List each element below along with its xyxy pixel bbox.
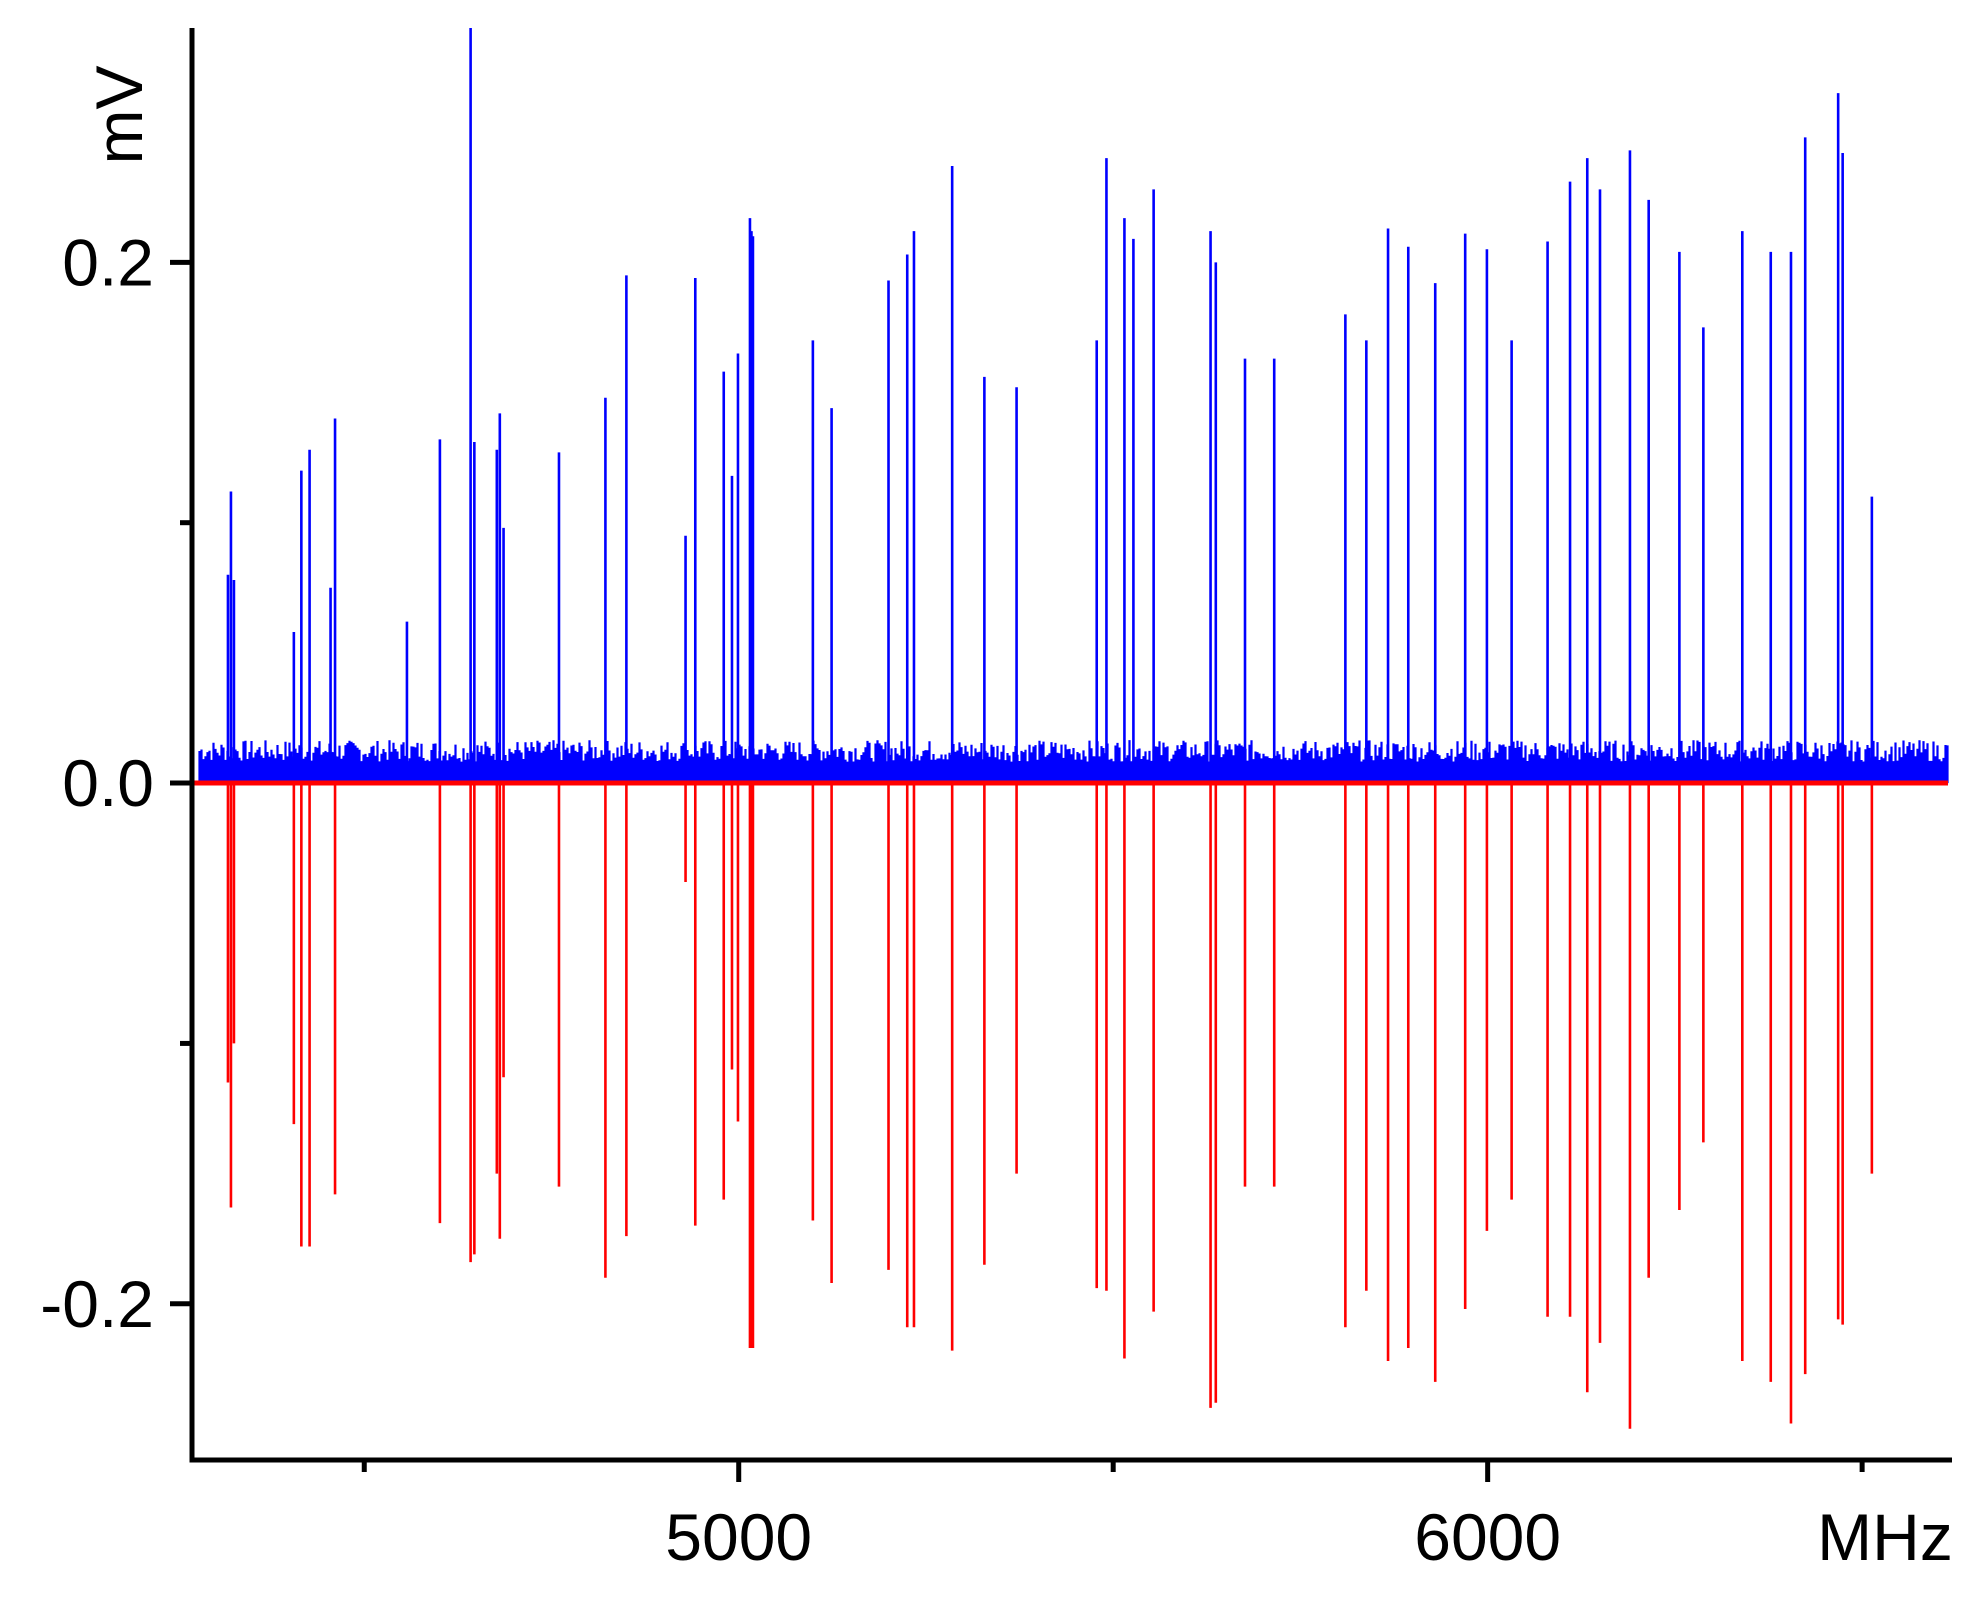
y-ticks: -0.2 0.0 0.2 bbox=[40, 225, 192, 1341]
y-tick-label: 0.2 bbox=[62, 225, 154, 299]
y-tick-label: -0.2 bbox=[40, 1267, 154, 1341]
noise-floor bbox=[198, 740, 1949, 784]
lower-series bbox=[226, 783, 1874, 1429]
y-tick-label: 0.0 bbox=[62, 746, 154, 820]
upper-series bbox=[226, 28, 1874, 784]
axes: -0.2 0.0 0.2 5000 6000 bbox=[40, 28, 1952, 1574]
x-tick-label: 5000 bbox=[665, 1500, 812, 1574]
y-axis-label: mV bbox=[82, 66, 156, 165]
x-axis-label: MHz bbox=[1817, 1500, 1953, 1574]
x-ticks: 5000 6000 bbox=[361, 1460, 1865, 1574]
plot-area bbox=[192, 28, 1949, 1429]
x-tick-label: 6000 bbox=[1414, 1500, 1561, 1574]
series-layer bbox=[226, 28, 1874, 1429]
noise-floor-layer bbox=[198, 740, 1949, 784]
